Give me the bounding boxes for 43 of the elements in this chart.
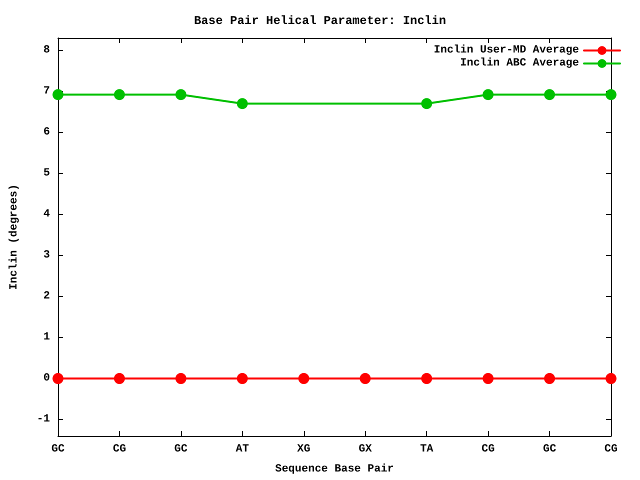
x-tick-label: GC <box>542 444 557 456</box>
point <box>482 89 494 100</box>
x-tick-label: CG <box>112 444 126 456</box>
point <box>298 373 310 384</box>
x-tick-label: TA <box>420 444 434 456</box>
y-tick-label: 5 <box>43 167 50 180</box>
point <box>544 89 556 100</box>
point <box>544 373 556 384</box>
y-tick-label: 2 <box>43 290 50 302</box>
y-tick-label: 7 <box>43 85 50 98</box>
x-tick-label: CG <box>604 444 618 456</box>
point <box>114 89 125 100</box>
y-tick-label: 0 <box>43 372 50 385</box>
chart-title: Base Pair Helical Parameter: Inclin <box>194 14 446 28</box>
x-tick-label: AT <box>236 444 250 456</box>
point <box>606 89 616 100</box>
point <box>52 89 64 100</box>
legend-label: Inclin User-MD Average <box>434 44 580 56</box>
x-axis-title: Sequence Base Pair <box>275 464 394 476</box>
point <box>175 89 186 100</box>
point <box>236 98 248 110</box>
y-tick-label: 6 <box>43 126 50 138</box>
x-tick-label: GX <box>358 444 372 456</box>
point <box>421 373 432 384</box>
point <box>421 98 432 110</box>
x-tick-label: GC <box>174 444 188 456</box>
y-tick-label: -1 <box>36 414 50 426</box>
x-tick-label: XG <box>297 444 311 456</box>
point <box>482 373 494 384</box>
point <box>236 373 248 384</box>
y-tick-label: 1 <box>43 332 50 344</box>
x-tick-label: CG <box>482 444 496 456</box>
point <box>606 373 616 384</box>
legend-label: Inclin ABC Average <box>460 58 580 70</box>
point <box>360 373 371 384</box>
point <box>52 373 64 384</box>
point <box>175 373 186 384</box>
y-axis-title: Inclin (degrees) <box>8 184 20 290</box>
point <box>114 373 125 384</box>
x-tick-label: GC <box>51 444 65 456</box>
y-tick-label: 3 <box>43 249 50 262</box>
y-tick-label: 8 <box>43 44 50 56</box>
y-tick-label: 4 <box>43 208 50 220</box>
